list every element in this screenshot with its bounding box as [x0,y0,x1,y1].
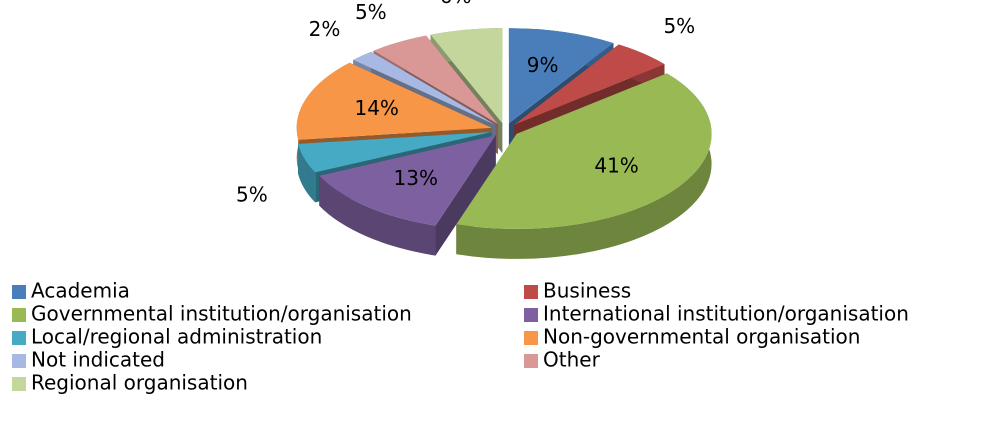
legend-swatch [524,354,538,368]
slice-wall [319,175,436,256]
legend-label: Academia [31,279,130,303]
slice-top [508,28,614,124]
legend-label: Not indicated [31,348,165,372]
legend-label: Non-governmental organisation [543,325,860,349]
legend-label: Other [543,348,601,372]
data-label: 5% [355,0,387,24]
legend-label: Local/regional administration [31,325,322,349]
legend-label: Business [543,279,631,303]
data-label: 5% [663,14,695,38]
legend-swatch [12,308,26,322]
slice-top [373,35,498,124]
legend-swatch [524,331,538,345]
slice-top [353,51,496,125]
slice-top [514,44,665,125]
legend-swatch [524,285,538,299]
slice-top [456,73,712,229]
legend-swatch [12,377,26,391]
data-label: 13% [394,166,438,190]
data-label: 14% [354,96,398,120]
slice-top [319,135,496,226]
legend-label: Governmental institution/organisation [31,302,412,326]
legend-label: Regional organisation [31,371,248,395]
data-label: 2% [309,17,341,41]
legend-swatch [524,308,538,322]
data-label: 41% [594,154,638,178]
legend-label: International institution/organisation [543,302,909,326]
legend-swatch [12,354,26,368]
slice [456,73,712,259]
slice-top [298,131,492,173]
legend-swatch [12,285,26,299]
slice-wall [298,143,316,203]
legend-swatch [12,331,26,345]
slice [319,135,496,256]
slice-top [296,62,492,140]
data-label: 5% [236,182,268,206]
slice-wall [456,73,712,259]
slice-top [430,28,503,124]
data-label: 6% [440,0,472,8]
data-label: 9% [527,53,559,77]
